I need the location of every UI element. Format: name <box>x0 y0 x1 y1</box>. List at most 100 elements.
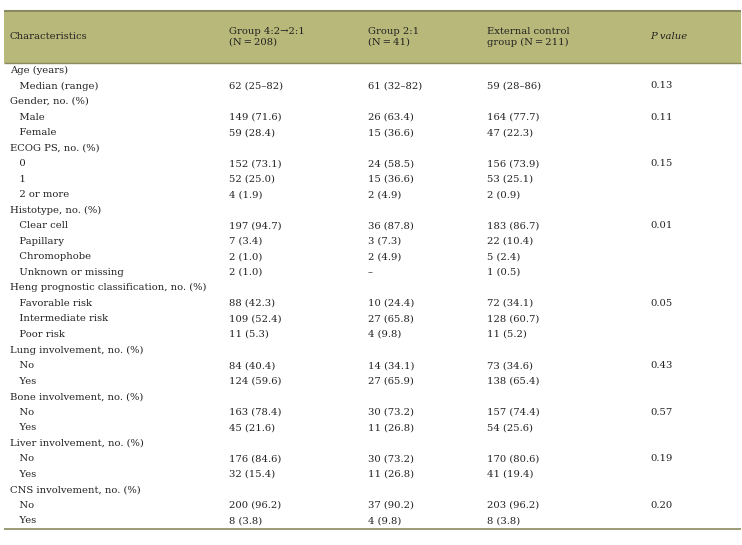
Text: 26 (63.4): 26 (63.4) <box>368 112 414 122</box>
Bar <box>4 420 741 435</box>
Text: 4 (1.9): 4 (1.9) <box>229 190 262 199</box>
Text: 47 (22.3): 47 (22.3) <box>487 128 533 137</box>
Text: 3 (7.3): 3 (7.3) <box>368 237 401 246</box>
Text: 2 (1.0): 2 (1.0) <box>229 268 262 277</box>
Text: 14 (34.1): 14 (34.1) <box>368 361 415 370</box>
Text: 0.20: 0.20 <box>650 501 672 510</box>
Text: 32 (15.4): 32 (15.4) <box>229 470 275 479</box>
Text: 1 (0.5): 1 (0.5) <box>487 268 520 277</box>
Bar <box>4 280 741 295</box>
Text: No: No <box>10 408 34 417</box>
Text: ECOG PS, no. (%): ECOG PS, no. (%) <box>10 143 99 153</box>
Bar <box>4 373 741 389</box>
Text: 0.43: 0.43 <box>650 361 672 370</box>
Text: 88 (42.3): 88 (42.3) <box>229 299 275 308</box>
Text: Characteristics: Characteristics <box>10 32 88 41</box>
Text: No: No <box>10 361 34 370</box>
Text: 157 (74.4): 157 (74.4) <box>487 408 539 417</box>
Text: 152 (73.1): 152 (73.1) <box>229 159 281 168</box>
Bar <box>4 295 741 311</box>
Text: 22 (10.4): 22 (10.4) <box>487 237 533 246</box>
Text: –: – <box>368 268 373 277</box>
Bar <box>4 342 741 358</box>
Text: 163 (78.4): 163 (78.4) <box>229 408 281 417</box>
Text: 0.13: 0.13 <box>650 81 672 90</box>
Text: Yes: Yes <box>10 470 36 479</box>
Text: 0.57: 0.57 <box>650 408 672 417</box>
Text: 2 (0.9): 2 (0.9) <box>487 190 520 199</box>
Text: Bone involvement, no. (%): Bone involvement, no. (%) <box>10 392 143 401</box>
Text: 197 (94.7): 197 (94.7) <box>229 221 281 231</box>
Text: Median (range): Median (range) <box>10 81 98 90</box>
Text: Favorable risk: Favorable risk <box>10 299 92 308</box>
Text: Female: Female <box>10 128 56 137</box>
Bar <box>4 171 741 187</box>
Text: 149 (71.6): 149 (71.6) <box>229 112 281 122</box>
Text: Yes: Yes <box>10 423 36 432</box>
Text: 30 (73.2): 30 (73.2) <box>368 408 414 417</box>
Text: 15 (36.6): 15 (36.6) <box>368 128 414 137</box>
Bar <box>4 125 741 140</box>
Text: 52 (25.0): 52 (25.0) <box>229 174 275 184</box>
Text: 2 (4.9): 2 (4.9) <box>368 190 401 199</box>
Text: Yes: Yes <box>10 516 36 525</box>
Text: 7 (3.4): 7 (3.4) <box>229 237 262 246</box>
Bar <box>4 482 741 498</box>
Text: 170 (80.6): 170 (80.6) <box>487 454 539 463</box>
Text: No: No <box>10 501 34 510</box>
Text: 0: 0 <box>10 159 25 168</box>
Text: 54 (25.6): 54 (25.6) <box>487 423 533 432</box>
Text: Yes: Yes <box>10 377 36 386</box>
Text: 128 (60.7): 128 (60.7) <box>487 314 539 324</box>
Text: 36 (87.8): 36 (87.8) <box>368 221 414 231</box>
Text: 1: 1 <box>10 174 25 184</box>
Text: No: No <box>10 454 34 463</box>
Text: 11 (5.2): 11 (5.2) <box>487 330 527 339</box>
Bar <box>4 513 741 529</box>
Text: 0.01: 0.01 <box>650 221 672 231</box>
Bar <box>4 404 741 420</box>
Bar <box>4 78 741 94</box>
Text: P value: P value <box>650 32 687 41</box>
Bar <box>4 11 741 63</box>
Text: 8 (3.8): 8 (3.8) <box>487 516 520 525</box>
Text: Group 2:1
(N = 41): Group 2:1 (N = 41) <box>368 27 419 46</box>
Text: 62 (25–82): 62 (25–82) <box>229 81 283 90</box>
Text: Male: Male <box>10 112 45 122</box>
Text: Age (years): Age (years) <box>10 66 68 75</box>
Text: 24 (58.5): 24 (58.5) <box>368 159 414 168</box>
Text: 72 (34.1): 72 (34.1) <box>487 299 533 308</box>
Bar <box>4 435 741 451</box>
Bar <box>4 265 741 280</box>
Text: 164 (77.7): 164 (77.7) <box>487 112 539 122</box>
Text: 5 (2.4): 5 (2.4) <box>487 252 520 262</box>
Text: Liver involvement, no. (%): Liver involvement, no. (%) <box>10 439 143 448</box>
Bar <box>4 249 741 265</box>
Bar <box>4 141 741 156</box>
Text: 176 (84.6): 176 (84.6) <box>229 454 281 463</box>
Text: 73 (34.6): 73 (34.6) <box>487 361 533 370</box>
Text: 37 (90.2): 37 (90.2) <box>368 501 414 510</box>
Bar <box>4 187 741 202</box>
Text: Poor risk: Poor risk <box>10 330 65 339</box>
Bar <box>4 233 741 249</box>
Text: Clear cell: Clear cell <box>10 221 68 231</box>
Text: 41 (19.4): 41 (19.4) <box>487 470 533 479</box>
Text: 2 or more: 2 or more <box>10 190 69 199</box>
Text: 183 (86.7): 183 (86.7) <box>487 221 539 231</box>
Bar <box>4 327 741 342</box>
Text: 203 (96.2): 203 (96.2) <box>487 501 539 510</box>
Text: 0.15: 0.15 <box>650 159 672 168</box>
Bar <box>4 218 741 233</box>
Bar <box>4 109 741 125</box>
Text: 200 (96.2): 200 (96.2) <box>229 501 280 510</box>
Text: 11 (5.3): 11 (5.3) <box>229 330 269 339</box>
Text: 2 (4.9): 2 (4.9) <box>368 252 401 262</box>
Text: 0.05: 0.05 <box>650 299 672 308</box>
Text: 11 (26.8): 11 (26.8) <box>368 423 414 432</box>
Text: 156 (73.9): 156 (73.9) <box>487 159 539 168</box>
Bar <box>4 311 741 327</box>
Bar <box>4 451 741 467</box>
Text: Lung involvement, no. (%): Lung involvement, no. (%) <box>10 346 143 355</box>
Text: Chromophobe: Chromophobe <box>10 252 91 262</box>
